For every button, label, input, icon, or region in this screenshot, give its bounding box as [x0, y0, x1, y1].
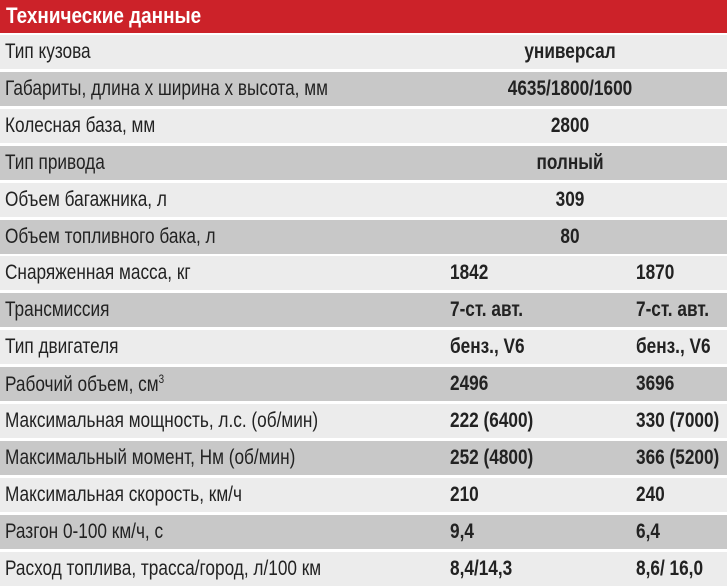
row-value-2: 6,4 — [636, 519, 660, 543]
table-row: Максимальный момент, Нм (об/мин) 252 (480… — [0, 440, 727, 475]
table-row: Тип кузова универсал — [0, 35, 727, 69]
table-row: Разгон 0-100 км/ч, с 9,4 6,4 — [0, 514, 727, 549]
row-value: 309 — [555, 187, 585, 211]
row-value-1: 7-ст. авт. — [450, 298, 524, 322]
row-label: Рабочий объем, см3 — [5, 372, 165, 397]
row-label: Объем багажника, л — [5, 187, 167, 211]
row-value-2: 8,6/ 16,0 — [636, 556, 704, 580]
table-row: Рабочий объем, см3 2496 3696 — [0, 367, 727, 402]
row-value-2: 1870 — [636, 261, 675, 285]
row-value: 80 — [560, 224, 580, 248]
table-row: Тип двигателя бенз., V6 бенз., V6 — [0, 330, 727, 365]
row-label: Снаряженная масса, кг — [5, 261, 191, 285]
table-row: Снаряженная масса, кг 1842 1870 — [0, 256, 727, 291]
row-label: Объем топливного бака, л — [5, 224, 216, 248]
row-value-1: бенз., V6 — [450, 335, 525, 359]
table-row: Расход топлива, трасса/город, л/100 км 8,… — [0, 551, 727, 586]
table-row: Объем багажника, л 309 — [0, 182, 727, 217]
row-label: Колесная база, мм — [5, 113, 156, 137]
row-value-2: 240 — [636, 482, 665, 506]
row-label: Тип привода — [5, 150, 105, 174]
row-value-1: 9,4 — [450, 519, 474, 543]
row-label: Расход топлива, трасса/город, л/100 км — [5, 556, 322, 580]
table-row: Тип привода полный — [0, 145, 727, 180]
row-value-1: 2496 — [450, 372, 489, 396]
row-value-1: 210 — [450, 482, 479, 506]
row-value-1: 1842 — [450, 261, 489, 285]
row-value-1: 8,4/14,3 — [450, 556, 513, 580]
row-label: Габариты, длина х ширина х высота, мм — [5, 76, 328, 100]
row-label: Тип кузова — [5, 40, 91, 63]
row-label: Тип двигателя — [5, 335, 119, 359]
row-value-1: 252 (4800) — [450, 445, 534, 469]
row-value-2: бенз., V6 — [636, 335, 711, 359]
table-row: Трансмиссия 7-ст. авт. 7-ст. авт. — [0, 293, 727, 328]
row-label: Максимальный момент, Нм (об/мин) — [5, 445, 296, 469]
table-row: Габариты, длина х ширина х высота, мм 463… — [0, 71, 727, 106]
table-row: Максимальная скорость, км/ч 210 240 — [0, 477, 727, 512]
row-label: Максимальная скорость, км/ч — [5, 482, 242, 506]
row-value-1: 222 (6400) — [450, 409, 534, 432]
row-label: Разгон 0-100 км/ч, с — [5, 519, 164, 543]
row-value-2: 3696 — [636, 372, 675, 396]
row-value-2: 366 (5200) — [636, 445, 720, 469]
row-value: универсал — [524, 40, 616, 63]
row-value-2: 7-ст. авт. — [636, 298, 710, 322]
table-row: Колесная база, мм 2800 — [0, 108, 727, 143]
table-row: Максимальная мощность, л.с. (об/мин) 222 … — [0, 404, 727, 438]
row-label-superscript: 3 — [158, 372, 165, 387]
table-row: Объем топливного бака, л 80 — [0, 219, 727, 254]
row-label: Трансмиссия — [5, 298, 110, 322]
row-value: 2800 — [550, 113, 590, 137]
row-value: 4635/1800/1600 — [507, 76, 633, 100]
row-label: Максимальная мощность, л.с. (об/мин) — [5, 409, 319, 432]
table-title: Технические данные — [6, 3, 202, 28]
row-value-2: 330 (7000) — [636, 409, 720, 432]
row-value: полный — [536, 150, 604, 174]
table-header: Технические данные — [0, 0, 727, 33]
